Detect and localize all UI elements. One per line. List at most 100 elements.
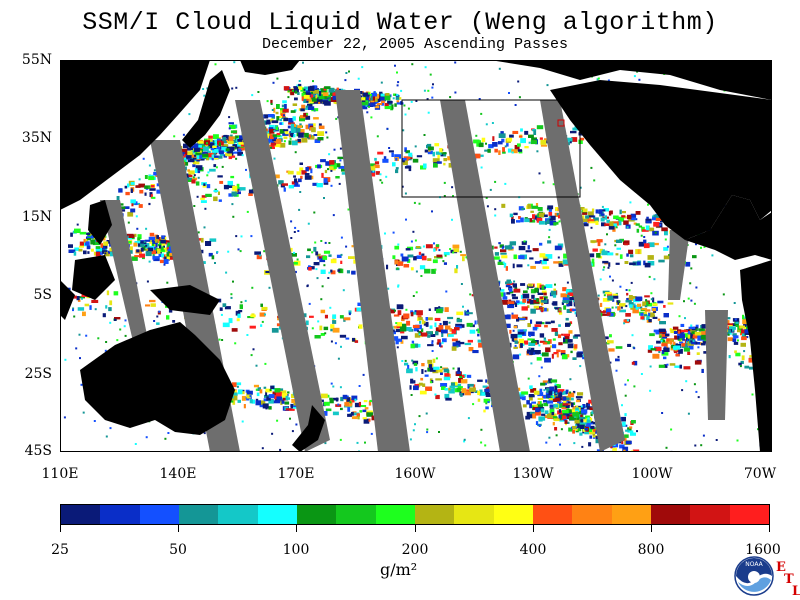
cloud-pixel <box>522 404 527 408</box>
cloud-pixel <box>366 111 369 114</box>
cloud-pixel <box>484 444 487 447</box>
cloud-pixel <box>645 299 648 302</box>
cloud-pixel <box>644 295 650 298</box>
cloud-pixel <box>448 388 455 394</box>
cloud-pixel <box>612 295 619 299</box>
lon-label: 70W <box>743 466 777 482</box>
cloud-pixel <box>596 239 603 243</box>
cloud-pixel <box>567 292 575 297</box>
cloud-pixel <box>553 416 558 420</box>
cloud-pixel <box>152 255 156 260</box>
cloud-pixel <box>324 241 327 244</box>
cloud-pixel <box>163 259 169 264</box>
cloud-pixel <box>549 215 556 221</box>
cloud-pixel <box>428 364 433 369</box>
cloud-pixel <box>442 260 445 263</box>
cloud-pixel <box>552 294 557 298</box>
cloud-pixel <box>265 121 270 125</box>
cloud-pixel <box>285 395 289 401</box>
cloud-pixel <box>297 178 302 183</box>
cloud-pixel <box>670 329 677 334</box>
colorbar-segment <box>218 505 258 524</box>
cloud-pixel <box>203 226 206 229</box>
cloud-pixel <box>474 320 477 325</box>
cloud-pixel <box>153 320 156 322</box>
cloud-pixel <box>391 104 394 110</box>
cloud-pixel <box>504 182 507 185</box>
cloud-pixel <box>561 354 568 360</box>
cloud-pixel <box>95 246 101 249</box>
cloud-pixel <box>303 95 310 99</box>
cloud-pixel <box>283 136 288 139</box>
cloud-pixel <box>306 92 311 95</box>
cloud-pixel <box>664 238 667 241</box>
cloud-pixel <box>690 340 693 343</box>
cloud-pixel <box>619 309 626 313</box>
cloud-pixel <box>394 154 401 159</box>
cloud-pixel <box>396 71 398 74</box>
cloud-pixel <box>641 229 649 232</box>
cloud-pixel <box>541 413 546 416</box>
cloud-pixel <box>443 252 450 256</box>
cloud-pixel <box>472 384 476 388</box>
cloud-pixel <box>546 84 549 87</box>
cloud-pixel <box>461 388 467 394</box>
cloud-pixel <box>353 259 356 264</box>
cloud-pixel <box>565 317 569 321</box>
cloud-pixel <box>628 302 634 306</box>
cloud-pixel <box>330 340 333 343</box>
cloud-pixel <box>191 179 196 184</box>
cloud-pixel <box>619 254 623 259</box>
cloud-pixel <box>472 403 475 406</box>
cloud-pixel <box>149 188 156 191</box>
cloud-pixel <box>166 281 169 284</box>
cloud-pixel <box>607 266 610 269</box>
cloud-pixel <box>740 325 745 329</box>
cloud-pixel <box>573 300 575 303</box>
cloud-pixel <box>155 242 158 248</box>
cloud-pixel <box>513 254 517 260</box>
cloud-pixel <box>237 151 243 156</box>
cloud-pixel <box>456 387 461 392</box>
cloud-pixel <box>294 97 298 101</box>
cloud-pixel <box>306 285 309 288</box>
cloud-pixel <box>292 103 298 106</box>
cloud-pixel <box>478 154 484 157</box>
cloud-pixel <box>464 310 467 313</box>
cloud-pixel <box>566 412 570 417</box>
cloud-pixel <box>512 329 515 332</box>
cloud-pixel <box>732 338 737 342</box>
cloud-pixel <box>499 292 504 297</box>
cloud-pixel <box>522 293 530 299</box>
cloud-pixel <box>85 334 88 337</box>
cloud-pixel <box>120 209 126 212</box>
cloud-pixel <box>632 449 640 452</box>
cloud-pixel <box>691 340 696 345</box>
cloud-pixel <box>159 245 162 249</box>
cloud-pixel <box>570 402 574 408</box>
cloud-pixel <box>369 399 375 403</box>
cloud-pixel <box>384 106 392 110</box>
cloud-pixel <box>659 335 662 338</box>
cloud-pixel <box>609 210 613 215</box>
cloud-pixel <box>181 148 188 153</box>
cloud-pixel <box>349 401 352 404</box>
cloud-pixel <box>619 303 626 307</box>
cloud-pixel <box>225 148 230 152</box>
cloud-pixel <box>151 239 155 242</box>
cloud-pixel <box>561 301 564 305</box>
cloud-pixel <box>408 166 412 172</box>
cloud-pixel <box>444 373 450 377</box>
cloud-pixel <box>661 352 669 356</box>
cloud-pixel <box>92 242 100 246</box>
cloud-pixel <box>287 125 291 129</box>
cloud-pixel <box>474 390 478 393</box>
cloud-pixel <box>195 181 200 186</box>
cloud-pixel <box>554 331 558 336</box>
cloud-pixel <box>511 314 519 319</box>
cloud-pixel <box>663 313 669 318</box>
cloud-pixel <box>159 249 166 253</box>
cloud-pixel <box>423 134 426 136</box>
cloud-pixel <box>455 325 462 329</box>
cloud-pixel <box>566 421 570 424</box>
